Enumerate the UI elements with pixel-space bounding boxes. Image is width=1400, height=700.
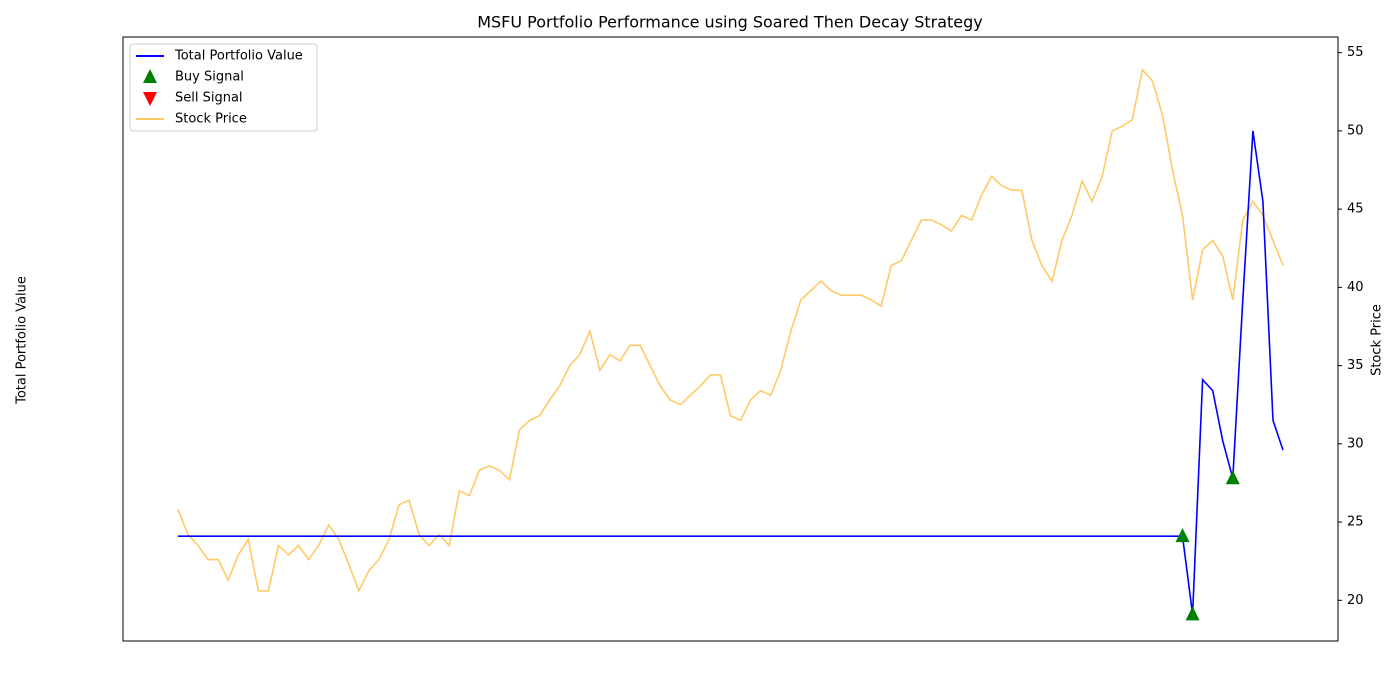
legend-box (129, 43, 318, 132)
y2-tick-label: 30 (1347, 436, 1364, 451)
y2-tick-label: 40 (1347, 280, 1364, 295)
series-line (177, 68, 1284, 593)
y2-tick-label: 25 (1347, 515, 1364, 530)
signal-marker (1225, 470, 1240, 485)
y2-tick-label: 50 (1347, 123, 1364, 138)
series-line (178, 130, 1284, 615)
y2-axis-label: Stock Price (1370, 304, 1385, 376)
y2-tick-label: 45 (1347, 202, 1364, 217)
y-axis-label: Total Portfolio Value (15, 276, 30, 405)
legend-label: Stock Price (175, 112, 247, 127)
signal-marker (1175, 528, 1190, 543)
y2-tick-label: 35 (1347, 358, 1364, 373)
legend-label: Sell Signal (175, 91, 243, 106)
legend-swatch (143, 69, 157, 83)
legend-swatch (143, 92, 157, 106)
legend-label: Total Portfolio Value (174, 49, 303, 64)
plot-frame (122, 36, 1339, 642)
y2-tick-label: 55 (1347, 45, 1364, 60)
signal-marker (1185, 606, 1200, 621)
y2-tick-label: 20 (1347, 593, 1364, 608)
chart-title: MSFU Portfolio Performance using Soared … (477, 13, 983, 32)
legend-label: Buy Signal (175, 70, 244, 85)
